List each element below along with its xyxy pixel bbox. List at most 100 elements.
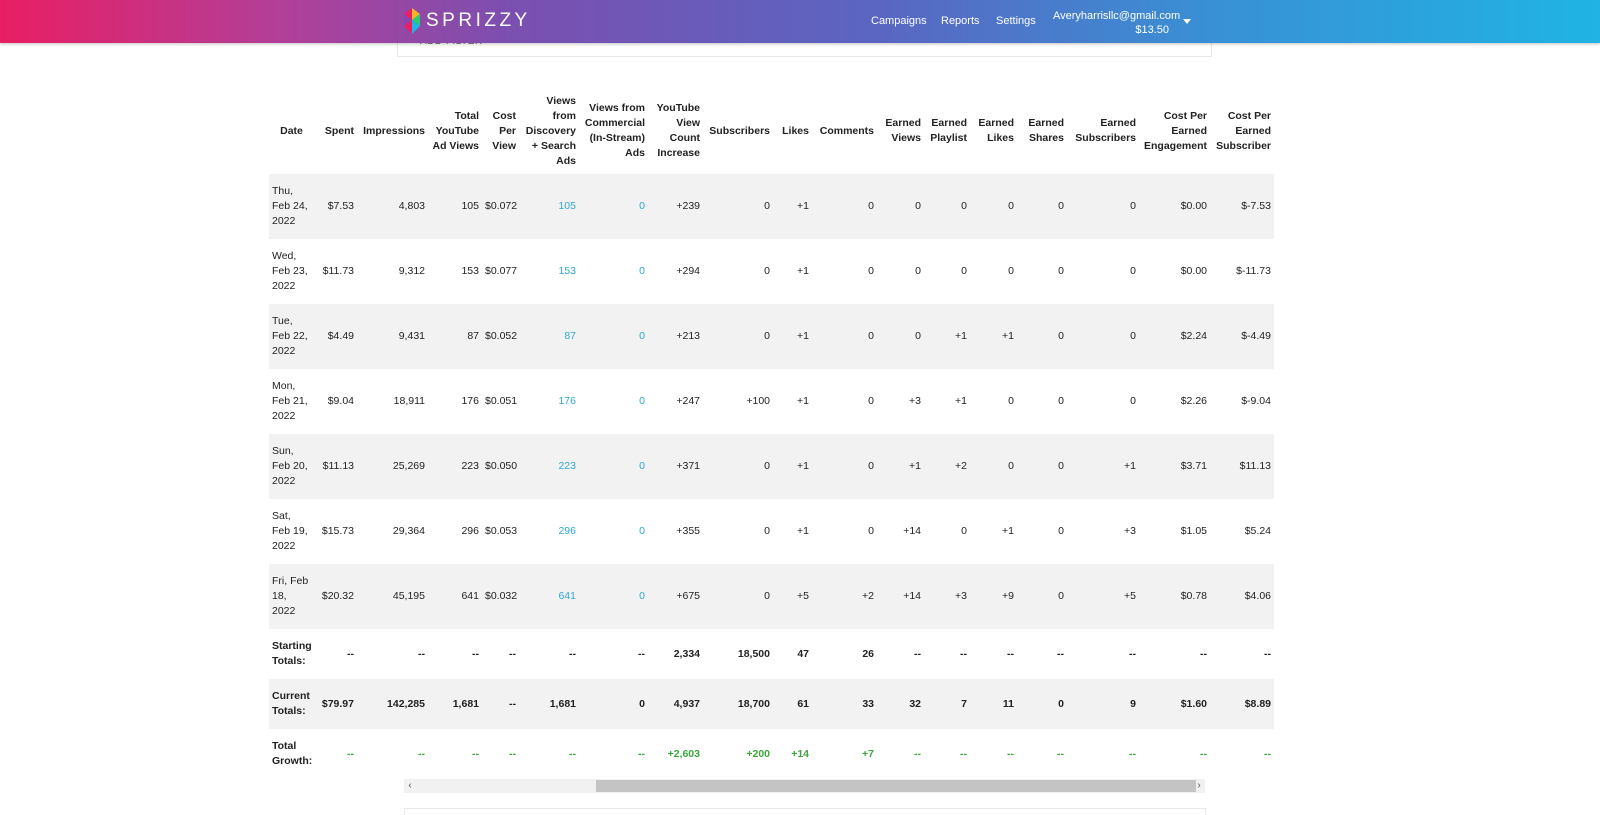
column-header[interactable]: Views from Discovery + Search Ads (525, 94, 576, 167)
table-cell: +247 (676, 395, 700, 407)
column-header[interactable]: Cost Per Earned Engagement (1143, 109, 1207, 152)
table-cell: +355 (676, 525, 700, 537)
table-cell[interactable]: 296 (558, 525, 576, 537)
table-cell: 0 (703, 564, 773, 629)
column-header[interactable]: Earned Subscribers (1075, 117, 1136, 144)
table-cell: 0 (812, 434, 877, 499)
table-cell: 0 (764, 525, 770, 537)
column-header[interactable]: YouTube View Count Increase (656, 102, 700, 159)
table-cell: $4.06 (1210, 564, 1274, 629)
scrollbar-thumb[interactable] (596, 780, 1196, 792)
totals-cell: -- (1007, 747, 1014, 760)
table-cell[interactable]: 0 (579, 434, 648, 499)
table-cell[interactable]: 0 (639, 395, 645, 407)
column-header[interactable]: Earned Views (885, 117, 921, 144)
totals-cell: 0 (1017, 679, 1067, 729)
table-cell: 296 (461, 525, 479, 537)
column-header[interactable]: Comments (819, 124, 874, 137)
table-cell[interactable]: 641 (519, 564, 579, 629)
starting-totals-row: Starting Totals: -- -- -- -- -- -- 2,334 18,500 4… (269, 629, 1274, 679)
account-menu[interactable]: Averyharrisllc@gmail.com $13.50 (1053, 9, 1181, 37)
totals-cell: 18,500 (737, 647, 770, 660)
table-cell: 0 (1067, 304, 1139, 369)
table-cell: +2 (924, 434, 970, 499)
table-cell: 0 (812, 304, 877, 369)
table-cell[interactable]: 87 (519, 304, 579, 369)
table-cell: 0 (961, 525, 967, 537)
total-growth-row: Total Growth: -- -- -- -- -- -- +2,603 +200 +14 +7… (269, 729, 1274, 779)
table-cell: $0.051 (485, 395, 518, 407)
table-cell: $0.077 (485, 265, 518, 277)
table-cell: $11.13 (1210, 434, 1274, 499)
totals-cell: -- (914, 647, 921, 660)
column-header[interactable]: Cost Per Earned Subscriber (1216, 109, 1271, 152)
totals-cell: -- (472, 647, 479, 660)
table-cell: $11.13 (314, 434, 357, 499)
table-cell: +1 (877, 434, 924, 499)
table-cell: 9,312 (398, 265, 425, 277)
totals-cell: -- (569, 647, 576, 660)
totals-cell: $79.97 (314, 679, 357, 729)
table-cell: Tue, Feb 22, 2022 (269, 304, 314, 369)
logo-icon (404, 8, 420, 34)
totals-cell: -- (347, 647, 354, 660)
totals-cell: +2,603 (667, 747, 700, 760)
scroll-left-icon[interactable]: ‹ (408, 780, 412, 791)
table-cell: 9,431 (357, 304, 428, 369)
table-cell[interactable]: 0 (579, 304, 648, 369)
table-cell: 0 (924, 174, 970, 239)
account-email: Averyharrisllc@gmail.com (1053, 10, 1181, 22)
nav-reports[interactable]: Reports (941, 15, 980, 27)
totals-cell: -- (1129, 747, 1136, 760)
scroll-right-icon[interactable]: › (1197, 780, 1201, 791)
table-cell: +2 (812, 564, 877, 629)
current-totals-row: Current Totals: $79.97 142,285 1,681 -- 1,681… (269, 679, 1274, 729)
table-cell: 223 (428, 434, 482, 499)
totals-cell: 142,285 (357, 679, 428, 729)
column-header[interactable]: Views from Commercial (In-Stream) Ads (584, 102, 645, 159)
table-cell: 0 (877, 174, 924, 239)
table-cell: $-7.53 (1210, 174, 1274, 239)
table-cell: +1 (1002, 525, 1014, 537)
chevron-down-icon[interactable] (1183, 19, 1191, 24)
totals-cell: 11 (970, 679, 1017, 729)
brand-logo[interactable]: SPRIZZY (404, 8, 531, 34)
table-cell: 0 (703, 174, 773, 239)
column-header[interactable]: Date (280, 124, 303, 137)
totals-cell: Current Totals: (269, 679, 314, 729)
column-header[interactable]: Earned Likes (978, 117, 1014, 144)
column-header[interactable]: Total YouTube Ad Views (432, 109, 480, 152)
table-cell[interactable]: 105 (519, 174, 579, 239)
table-cell[interactable]: 0 (579, 564, 648, 629)
totals-cell: Starting Totals: (272, 640, 312, 667)
table-cell: $4.49 (314, 304, 357, 369)
table-cell: $0.072 (482, 174, 519, 239)
totals-cell: -- (472, 747, 479, 760)
table-cell[interactable]: 0 (579, 174, 648, 239)
column-header[interactable]: Earned Shares (1028, 117, 1064, 144)
table-cell[interactable]: 0 (639, 265, 645, 277)
table-cell: +1 (1067, 434, 1139, 499)
column-header[interactable]: Cost Per View (492, 109, 516, 152)
table-cell: 0 (1017, 304, 1067, 369)
table-cell[interactable]: 223 (519, 434, 579, 499)
table-cell: Wed, Feb 23, 2022 (272, 250, 308, 292)
column-header[interactable]: Likes (782, 124, 809, 137)
table-cell: $11.73 (322, 265, 354, 277)
totals-cell: -- (914, 747, 921, 760)
horizontal-scrollbar[interactable]: ‹ › (404, 779, 1205, 793)
nav-campaigns[interactable]: Campaigns (871, 15, 927, 27)
column-header[interactable]: Spent (324, 124, 354, 137)
table-cell: 153 (461, 265, 479, 277)
totals-cell: 4,937 (648, 679, 703, 729)
nav-settings[interactable]: Settings (996, 15, 1036, 27)
column-header[interactable]: Impressions (363, 124, 425, 137)
table-cell[interactable]: 153 (558, 265, 576, 277)
table-cell[interactable]: 0 (639, 525, 645, 537)
table-cell: 0 (970, 174, 1017, 239)
table-cell: $9.04 (327, 395, 354, 407)
column-header[interactable]: Earned Playlist (930, 117, 967, 144)
table-cell[interactable]: 176 (558, 395, 576, 407)
table-cell: $0.052 (482, 304, 519, 369)
column-header[interactable]: Subscribers (709, 124, 770, 137)
